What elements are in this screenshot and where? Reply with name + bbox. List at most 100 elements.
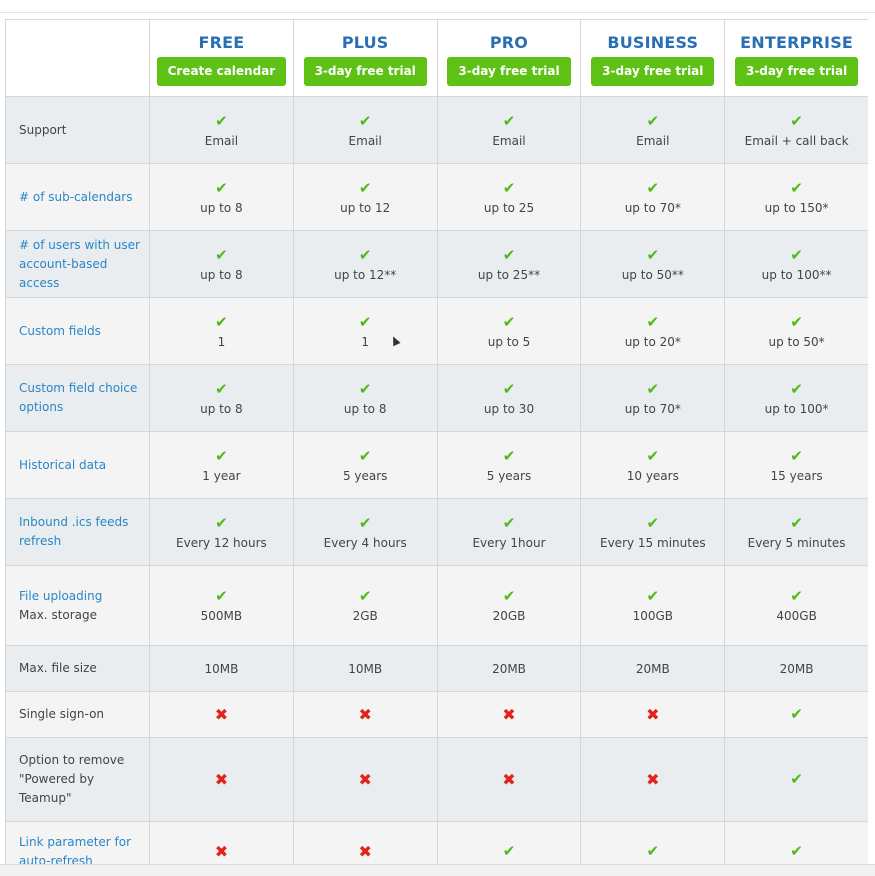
feature-cell: ✔ up to 70* <box>580 163 726 231</box>
feature-cell: ✔ 1 <box>292 297 438 365</box>
feature-cell: ✔ Every 1hour <box>436 498 582 566</box>
feature-cell: ✔ Every 15 minutes <box>580 498 726 566</box>
feature-cell: ✔ 10 years <box>580 431 726 499</box>
feature-cell: ✖ <box>292 821 438 864</box>
checkmark-icon: ✔ <box>215 312 228 331</box>
plan-name: PRO <box>489 32 529 52</box>
checkmark-icon: ✔ <box>646 312 660 331</box>
checkmark-icon: ✔ <box>215 178 228 197</box>
table-row: Link parameter for auto-refresh ✖ ✖ ✔ ✔ ✔ <box>5 821 868 864</box>
feature-cell: ✔ up to 50** <box>580 230 726 298</box>
feature-cell: ✔ 5 years <box>436 431 582 499</box>
cross-icon: ✖ <box>358 770 372 789</box>
checkmark-icon: ✔ <box>646 842 660 860</box>
feature-cell: 10MB <box>149 645 294 692</box>
table-row: Option to remove "Powered by Teamup" ✖ ✖ ✖ ✖… <box>5 737 868 822</box>
feature-value: Email <box>204 133 239 148</box>
feature-label: Single sign-on <box>5 691 150 738</box>
top-divider <box>0 12 875 13</box>
feature-value: Email <box>492 133 526 148</box>
feature-cell: ✖ <box>580 691 726 738</box>
checkmark-icon: ✔ <box>358 587 372 605</box>
feature-value: 500MB <box>200 609 243 623</box>
free-trial-button-plus[interactable]: 3-day free trial <box>303 56 427 86</box>
feature-label[interactable]: Custom fields <box>5 297 150 365</box>
feature-value: up to 100** <box>761 267 832 282</box>
feature-cell: ✔ Every 5 minutes <box>724 498 868 566</box>
checkmark-icon: ✔ <box>215 379 228 398</box>
feature-cell: ✔ up to 8 <box>149 364 294 432</box>
feature-value: 100GB <box>632 609 673 623</box>
checkmark-icon: ✔ <box>502 587 516 605</box>
checkmark-icon: ✔ <box>790 770 803 788</box>
plan-header-pro: PRO 3-day free trial <box>436 19 582 97</box>
plan-name: ENTERPRISE <box>740 32 854 52</box>
feature-value: 20MB <box>635 661 670 676</box>
feature-label[interactable]: Link parameter for auto-refresh <box>5 821 150 864</box>
feature-cell: ✔ Email <box>580 96 726 164</box>
checkmark-icon: ✔ <box>215 245 228 264</box>
plan-header-enterprise: ENTERPRISE 3-day free trial <box>724 19 868 97</box>
checkmark-icon: ✔ <box>790 312 803 331</box>
table-row: Support ✔ Email ✔ Email ✔ Email ✔ Email ✔ Email + … <box>5 96 868 164</box>
feature-value: up to 25 <box>483 200 535 215</box>
checkmark-icon: ✔ <box>502 111 516 130</box>
table-row: Historical data ✔ 1 year ✔ 5 years ✔ 5 years ✔ 1… <box>5 431 868 499</box>
feature-label: Support <box>5 96 150 164</box>
feature-label[interactable]: Custom field choice options <box>5 364 150 432</box>
checkmark-icon: ✔ <box>215 513 228 532</box>
checkmark-icon: ✔ <box>646 379 660 398</box>
feature-cell: ✖ <box>436 737 582 822</box>
feature-value: up to 12** <box>334 267 397 282</box>
checkmark-icon: ✔ <box>646 513 660 532</box>
bottom-bar <box>0 864 875 876</box>
checkmark-icon: ✔ <box>215 587 228 605</box>
checkmark-icon: ✔ <box>502 379 516 398</box>
feature-cell: ✖ <box>292 691 438 738</box>
pricing-table-container: FREE Create calendar PLUS 3-day free tri… <box>5 19 868 864</box>
feature-value: 10MB <box>348 661 383 676</box>
checkmark-icon: ✔ <box>646 245 660 264</box>
feature-label[interactable]: # of users with user account-based acces… <box>5 230 150 298</box>
feature-cell: ✔ <box>724 691 868 738</box>
feature-cell: ✔ 5 years <box>292 431 438 499</box>
feature-value: 10MB <box>204 661 239 676</box>
create-calendar-button[interactable]: Create calendar <box>156 56 287 86</box>
feature-value: up to 50* <box>768 334 825 349</box>
checkmark-icon: ✔ <box>646 111 660 130</box>
feature-value: up to 30 <box>483 401 535 416</box>
feature-cell: ✔ up to 12 <box>292 163 438 231</box>
plan-header-business: BUSINESS 3-day free trial <box>580 19 726 97</box>
free-trial-button-pro[interactable]: 3-day free trial <box>447 56 571 86</box>
checkmark-icon: ✔ <box>646 446 660 465</box>
feature-label[interactable]: Inbound .ics feeds refresh <box>5 498 150 566</box>
feature-label-link[interactable]: File uploading <box>19 588 103 603</box>
feature-label: Option to remove "Powered by Teamup" <box>5 737 150 822</box>
cross-icon: ✖ <box>214 842 229 861</box>
feature-cell: ✔ Every 12 hours <box>149 498 294 566</box>
feature-cell: ✖ <box>149 821 294 864</box>
checkmark-icon: ✔ <box>502 312 516 331</box>
feature-cell: 20MB <box>436 645 582 692</box>
feature-value: 20MB <box>492 661 526 676</box>
feature-cell: ✔ Email + call back <box>724 96 868 164</box>
free-trial-button-business[interactable]: 3-day free trial <box>591 56 715 86</box>
feature-rows: Support ✔ Email ✔ Email ✔ Email ✔ Email ✔ Email + … <box>5 96 868 864</box>
checkmark-icon: ✔ <box>790 379 803 398</box>
checkmark-icon: ✔ <box>790 245 803 264</box>
feature-value: 20MB <box>779 661 814 676</box>
feature-cell: ✔ 1 <box>149 297 294 365</box>
feature-label[interactable]: Historical data <box>5 431 150 499</box>
checkmark-icon: ✔ <box>502 178 516 197</box>
feature-cell: ✔ up to 100** <box>724 230 868 298</box>
free-trial-button-enterprise[interactable]: 3-day free trial <box>734 56 859 86</box>
feature-value: Every 5 minutes <box>747 535 846 550</box>
corner-cell <box>5 19 150 97</box>
feature-label[interactable]: # of sub-calendars <box>5 163 150 231</box>
feature-value: up to 100* <box>764 401 829 416</box>
checkmark-icon: ✔ <box>358 111 372 130</box>
feature-value: up to 8 <box>343 401 387 416</box>
feature-cell: ✔ up to 8 <box>292 364 438 432</box>
feature-value: Every 4 hours <box>323 535 407 550</box>
feature-cell: ✔ up to 100* <box>724 364 868 432</box>
